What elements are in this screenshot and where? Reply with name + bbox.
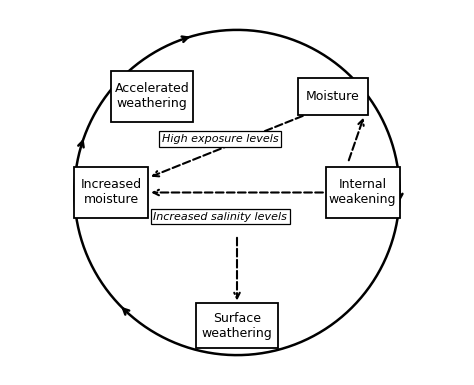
Text: Accelerated
weathering: Accelerated weathering [115,82,190,110]
FancyBboxPatch shape [298,78,368,115]
Text: High exposure levels: High exposure levels [162,134,279,144]
FancyBboxPatch shape [326,167,400,218]
Text: Surface
weathering: Surface weathering [201,311,273,340]
Text: Increased
moisture: Increased moisture [81,179,142,206]
FancyBboxPatch shape [111,70,192,122]
FancyBboxPatch shape [74,167,148,218]
FancyBboxPatch shape [196,303,278,348]
Text: Moisture: Moisture [306,90,360,103]
Text: Internal
weakening: Internal weakening [329,179,396,206]
Text: Increased salinity levels: Increased salinity levels [154,211,287,221]
